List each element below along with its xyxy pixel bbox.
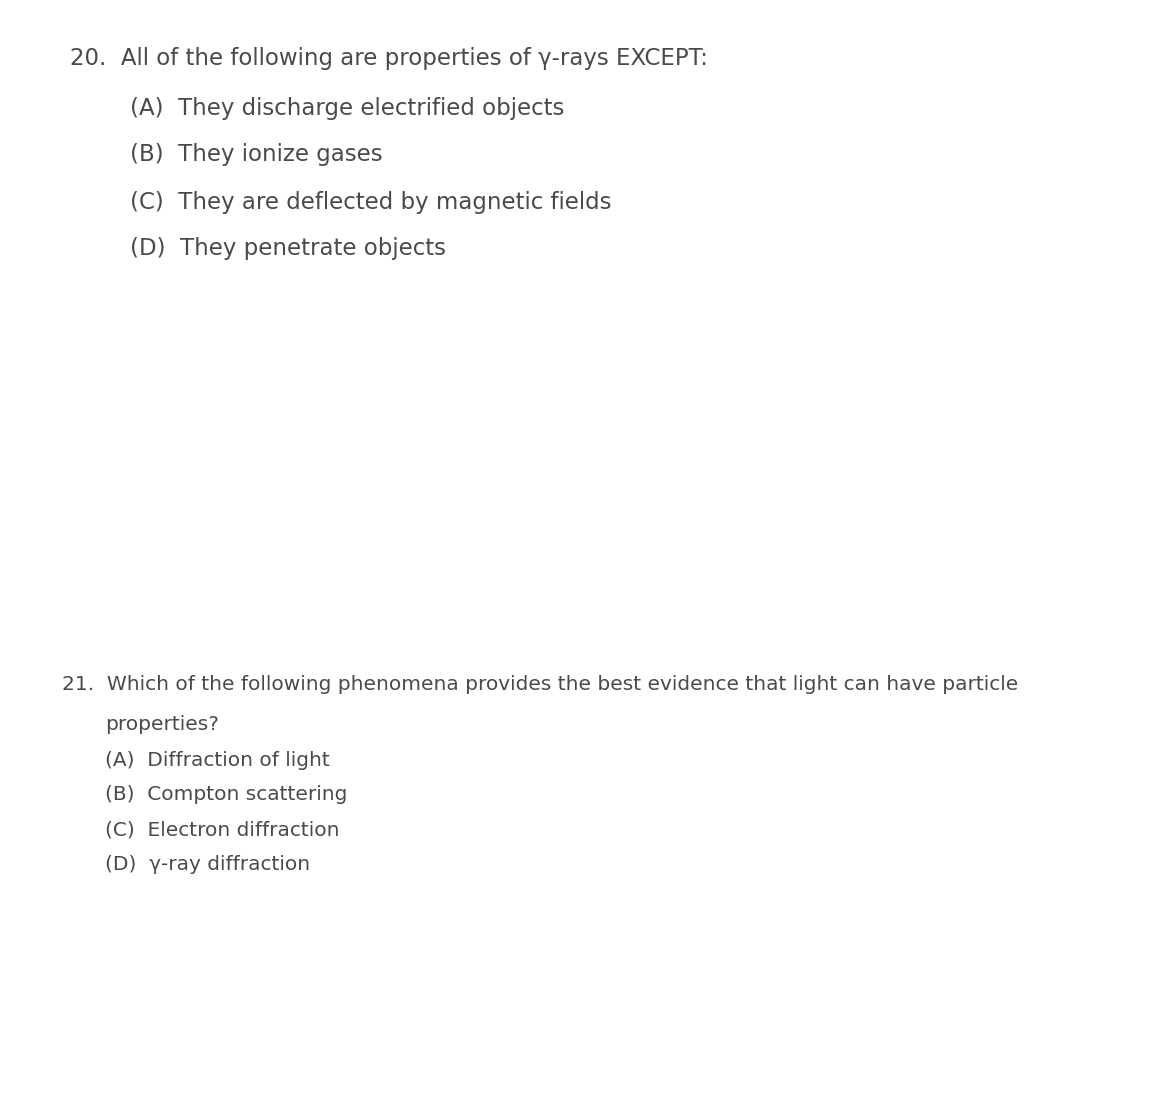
Text: (D)  They penetrate objects: (D) They penetrate objects xyxy=(130,237,446,260)
Text: 20.  All of the following are properties of γ-rays EXCEPT:: 20. All of the following are properties … xyxy=(70,47,708,70)
Text: (C)  Electron diffraction: (C) Electron diffraction xyxy=(104,820,339,839)
Text: 21.  Which of the following phenomena provides the best evidence that light can : 21. Which of the following phenomena pro… xyxy=(62,675,1018,694)
Text: (B)  Compton scattering: (B) Compton scattering xyxy=(104,785,347,804)
Text: (D)  γ-ray diffraction: (D) γ-ray diffraction xyxy=(104,856,310,874)
Text: properties?: properties? xyxy=(104,715,219,734)
Text: (C)  They are deflected by magnetic fields: (C) They are deflected by magnetic field… xyxy=(130,190,612,213)
Text: (B)  They ionize gases: (B) They ionize gases xyxy=(130,143,383,166)
Text: (A)  Diffraction of light: (A) Diffraction of light xyxy=(104,750,330,769)
Text: (A)  They discharge electrified objects: (A) They discharge electrified objects xyxy=(130,96,564,119)
